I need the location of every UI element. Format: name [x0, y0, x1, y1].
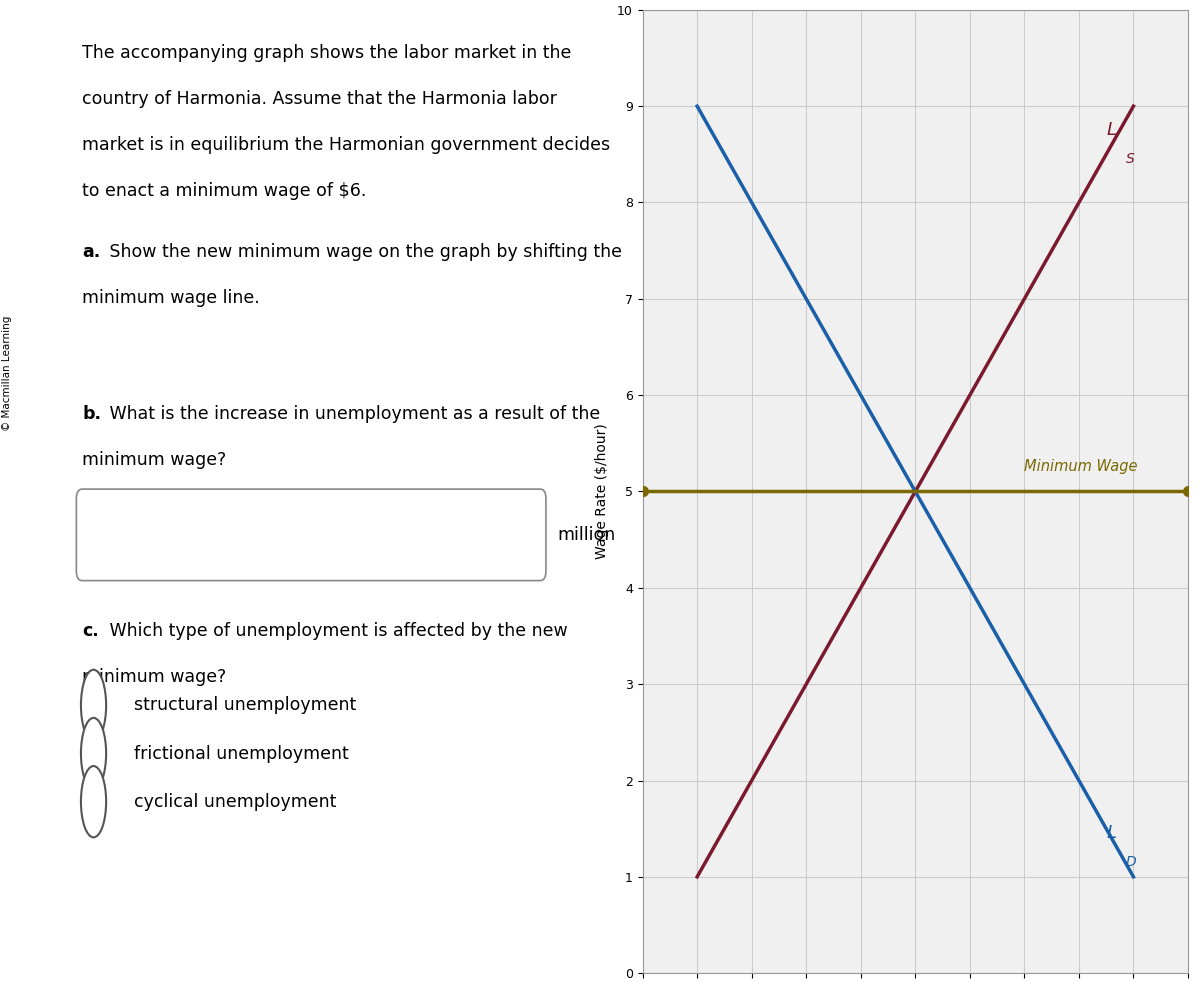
Text: $\it{L}$: $\it{L}$ [1106, 825, 1117, 842]
Text: minimum wage?: minimum wage? [82, 667, 227, 686]
Text: minimum wage?: minimum wage? [82, 451, 227, 469]
FancyBboxPatch shape [77, 490, 546, 581]
Text: $\it{S}$: $\it{S}$ [1126, 152, 1135, 166]
Ellipse shape [80, 669, 106, 741]
Text: to enact a minimum wage of $6.: to enact a minimum wage of $6. [82, 182, 366, 201]
Text: What is the increase in unemployment as a result of the: What is the increase in unemployment as … [104, 405, 600, 423]
Text: a.: a. [82, 243, 101, 260]
Text: b.: b. [82, 405, 101, 423]
Text: © Macmillan Learning: © Macmillan Learning [2, 316, 12, 432]
Text: frictional unemployment: frictional unemployment [133, 744, 348, 763]
Text: Which type of unemployment is affected by the new: Which type of unemployment is affected b… [104, 621, 568, 640]
Text: $\it{L}$: $\it{L}$ [1106, 121, 1117, 140]
Text: Show the new minimum wage on the graph by shifting the: Show the new minimum wage on the graph b… [104, 243, 622, 260]
Text: The accompanying graph shows the labor market in the: The accompanying graph shows the labor m… [82, 43, 571, 62]
Text: country of Harmonia. Assume that the Harmonia labor: country of Harmonia. Assume that the Har… [82, 89, 557, 108]
Text: $\it{D}$: $\it{D}$ [1126, 855, 1138, 869]
Ellipse shape [80, 766, 106, 838]
Text: million: million [557, 526, 616, 544]
Text: Minimum Wage: Minimum Wage [1025, 459, 1138, 474]
Text: structural unemployment: structural unemployment [133, 696, 356, 715]
Text: c.: c. [82, 621, 98, 640]
Text: market is in equilibrium the Harmonian government decides: market is in equilibrium the Harmonian g… [82, 136, 611, 154]
Y-axis label: Wage Rate ($/hour): Wage Rate ($/hour) [595, 424, 608, 559]
Ellipse shape [80, 718, 106, 789]
Text: cyclical unemployment: cyclical unemployment [133, 792, 336, 811]
Text: minimum wage line.: minimum wage line. [82, 289, 260, 308]
